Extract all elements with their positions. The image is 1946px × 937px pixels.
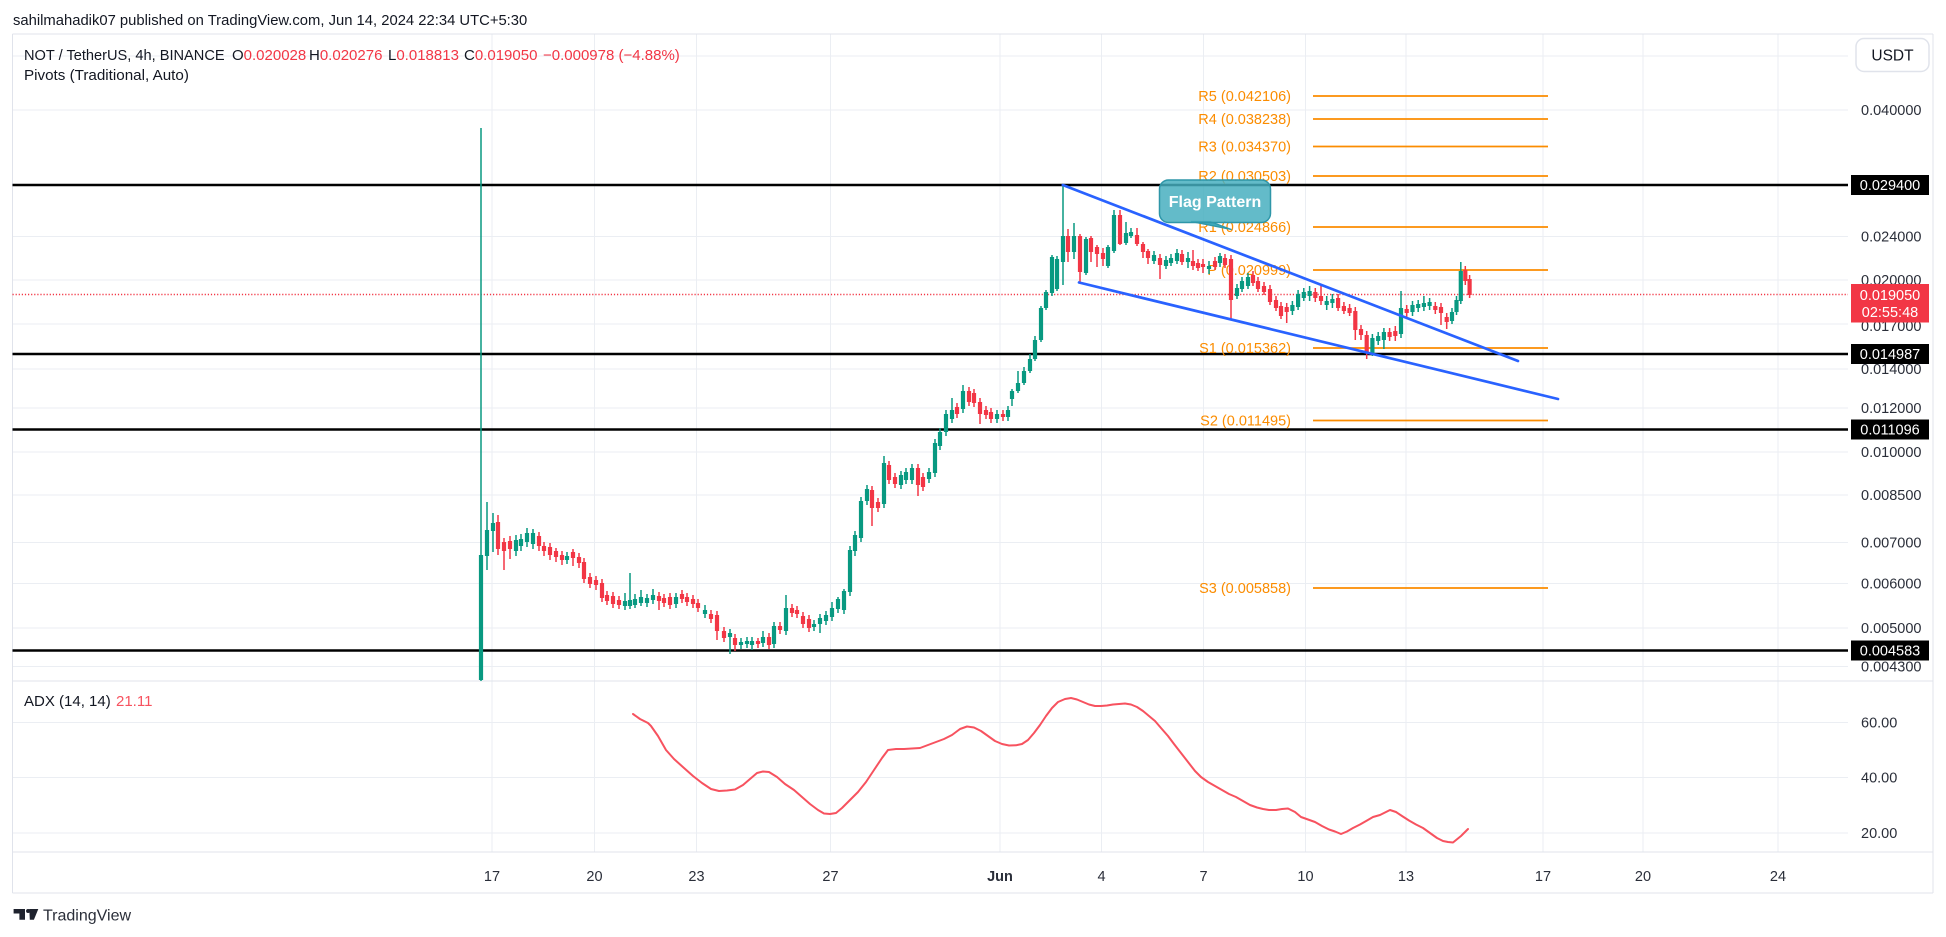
svg-text:R1 (0.024866): R1 (0.024866) xyxy=(1198,220,1291,236)
svg-text:0.005000: 0.005000 xyxy=(1861,621,1921,637)
svg-text:S1 (0.015362): S1 (0.015362) xyxy=(1199,341,1291,357)
svg-text:0.004583: 0.004583 xyxy=(1860,644,1920,660)
svg-text:21.11: 21.11 xyxy=(116,693,152,710)
svg-text:4: 4 xyxy=(1097,869,1105,885)
svg-text:S3 (0.005858): S3 (0.005858) xyxy=(1199,581,1291,597)
svg-text:P (0.020999): P (0.020999) xyxy=(1207,263,1291,279)
svg-text:0.029400: 0.029400 xyxy=(1860,178,1920,194)
svg-text:USDT: USDT xyxy=(1871,48,1914,65)
svg-text:Pivots (Traditional, Auto): Pivots (Traditional, Auto) xyxy=(24,67,189,84)
svg-text:20: 20 xyxy=(586,869,602,885)
svg-text:Jun: Jun xyxy=(987,869,1013,885)
svg-text:0.017000: 0.017000 xyxy=(1861,319,1921,335)
svg-text:C0.019050: C0.019050 xyxy=(464,47,537,64)
svg-text:NOT / TetherUS, 4h, BINANCE: NOT / TetherUS, 4h, BINANCE xyxy=(24,48,225,64)
svg-text:0.014000: 0.014000 xyxy=(1861,362,1921,378)
svg-text:Flag Pattern: Flag Pattern xyxy=(1169,194,1261,211)
svg-text:0.012000: 0.012000 xyxy=(1861,401,1921,417)
svg-text:0.019050: 0.019050 xyxy=(1860,288,1920,304)
svg-text:60.00: 60.00 xyxy=(1861,716,1897,732)
svg-text:0.024000: 0.024000 xyxy=(1861,230,1921,246)
svg-text:27: 27 xyxy=(822,869,838,885)
svg-text:40.00: 40.00 xyxy=(1861,771,1897,787)
svg-text:0.010000: 0.010000 xyxy=(1861,445,1921,461)
svg-text:13: 13 xyxy=(1398,869,1414,885)
svg-text:7: 7 xyxy=(1199,869,1207,885)
svg-text:10: 10 xyxy=(1297,869,1313,885)
svg-text:O0.020028: O0.020028 xyxy=(232,47,306,64)
svg-text:23: 23 xyxy=(688,869,704,885)
svg-text:0.014987: 0.014987 xyxy=(1860,347,1920,363)
svg-text:0.008500: 0.008500 xyxy=(1861,488,1921,504)
svg-text:24: 24 xyxy=(1770,869,1786,885)
svg-text:L0.018813: L0.018813 xyxy=(388,47,459,64)
svg-text:17: 17 xyxy=(484,869,500,885)
svg-text:R4 (0.038238): R4 (0.038238) xyxy=(1198,112,1291,128)
svg-text:R5 (0.042106): R5 (0.042106) xyxy=(1198,89,1291,105)
svg-text:H0.020276: H0.020276 xyxy=(309,47,382,64)
svg-text:TradingView: TradingView xyxy=(43,908,131,925)
svg-text:0.006000: 0.006000 xyxy=(1861,577,1921,593)
svg-text:0.007000: 0.007000 xyxy=(1861,536,1921,552)
svg-text:20: 20 xyxy=(1635,869,1651,885)
svg-text:17: 17 xyxy=(1535,869,1551,885)
svg-text:sahilmahadik07 published on Tr: sahilmahadik07 published on TradingView.… xyxy=(13,13,527,29)
svg-text:S2 (0.011495): S2 (0.011495) xyxy=(1200,414,1291,430)
svg-text:0.011096: 0.011096 xyxy=(1860,423,1919,439)
svg-text:R3 (0.034370): R3 (0.034370) xyxy=(1198,140,1291,156)
svg-text:02:55:48: 02:55:48 xyxy=(1862,305,1918,321)
svg-text:ADX (14, 14): ADX (14, 14) xyxy=(24,693,111,710)
svg-text:0.040000: 0.040000 xyxy=(1861,103,1921,119)
svg-text:20.00: 20.00 xyxy=(1861,826,1897,842)
svg-text:0.004300: 0.004300 xyxy=(1861,660,1921,676)
svg-text:−0.000978 (−4.88%): −0.000978 (−4.88%) xyxy=(543,47,680,64)
